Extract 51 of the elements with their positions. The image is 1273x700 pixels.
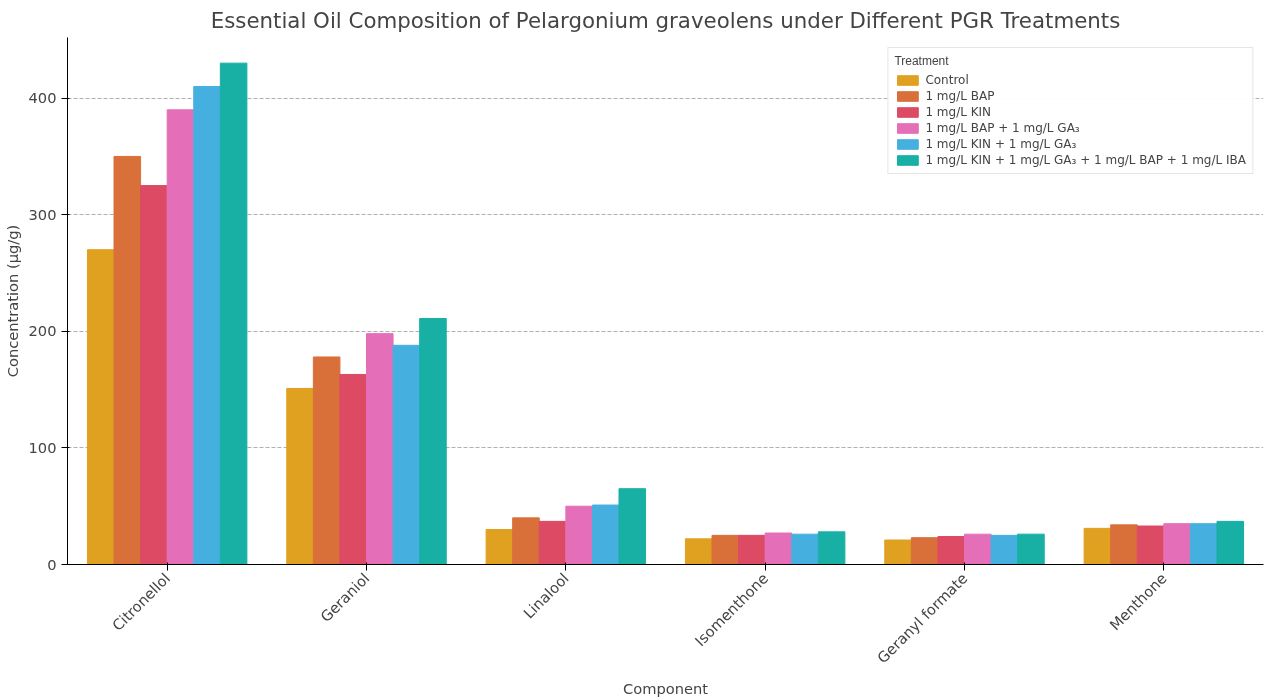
bar (193, 85, 221, 565)
y-axis-title: Concentration (µg/g) (3, 224, 21, 378)
y-tick-label: 0 (47, 555, 57, 573)
bar (937, 536, 965, 565)
legend-label: 1 mg/L KIN (925, 105, 992, 119)
y-tick-label: 100 (28, 438, 57, 456)
bar (684, 538, 713, 565)
bar (140, 185, 168, 565)
bar (591, 504, 620, 565)
legend-title: Treatment (894, 54, 950, 68)
bar (219, 62, 248, 565)
bar (817, 531, 846, 565)
bar (964, 533, 992, 565)
bar (910, 537, 939, 565)
bar (392, 344, 421, 565)
bar (419, 317, 447, 565)
bar (286, 387, 314, 565)
bar (1216, 520, 1245, 565)
bar (1136, 525, 1165, 565)
legend-label: 1 mg/L BAP (925, 89, 995, 103)
bar (113, 155, 142, 565)
bar (538, 520, 567, 565)
bar (738, 534, 766, 565)
bar (1017, 533, 1045, 565)
bar (1163, 523, 1191, 565)
y-tick-label: 200 (28, 322, 57, 340)
bar (1189, 523, 1218, 565)
y-tick-label: 400 (28, 89, 57, 107)
bar (1083, 527, 1112, 565)
y-tick-label: 300 (28, 205, 57, 223)
bar (485, 529, 514, 565)
bar (884, 539, 912, 565)
x-axis-title: Component (622, 680, 709, 698)
bar (166, 109, 195, 565)
bar (711, 534, 740, 565)
legend-label: 1 mg/L KIN + 1 mg/L GA₃ (925, 137, 1077, 151)
legend-label: 1 mg/L KIN + 1 mg/L GA₃ + 1 mg/L BAP + 1 mg/L IBA (925, 153, 1246, 167)
legend-label: 1 mg/L BAP + 1 mg/L GA₃ (925, 121, 1080, 135)
chart-title: Essential Oil Composition of Pelargonium graveolens under Different PGR Treatments (210, 7, 1121, 33)
bar (565, 505, 593, 565)
bar (86, 249, 115, 565)
legend-label: Control (925, 73, 969, 87)
bar (512, 517, 540, 565)
bar (339, 373, 367, 565)
bar (764, 532, 793, 565)
bar (1110, 524, 1138, 565)
bar (618, 488, 647, 565)
bar (312, 356, 341, 565)
bar (366, 333, 394, 565)
bar (791, 533, 819, 565)
bar (990, 534, 1019, 565)
